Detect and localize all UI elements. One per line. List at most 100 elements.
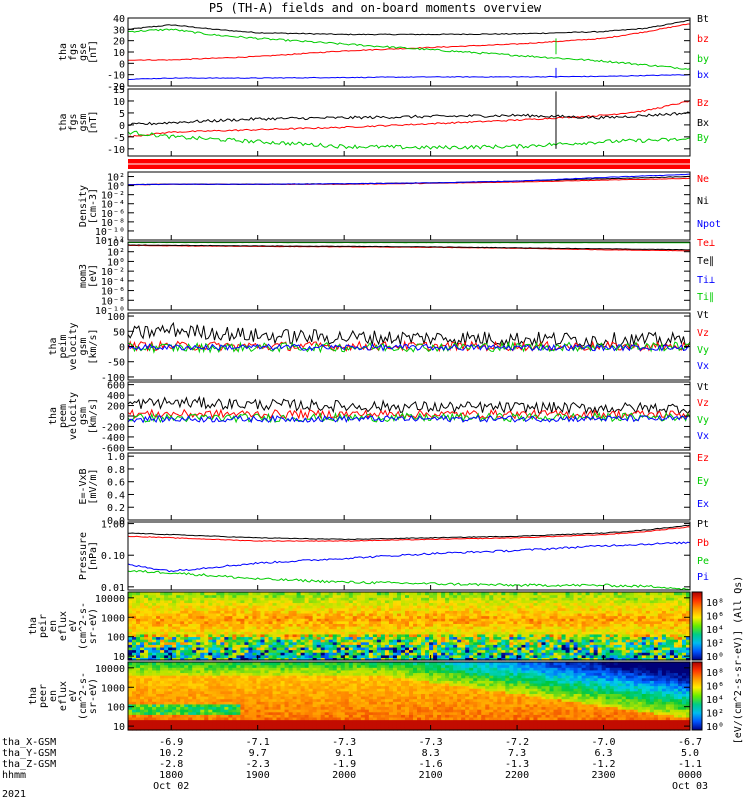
peir-cell — [364, 594, 370, 598]
peir-cell — [421, 649, 426, 653]
peir-cell — [653, 636, 659, 640]
peir-cell — [493, 652, 498, 656]
peir-cell — [148, 618, 153, 622]
peir-cell — [497, 641, 502, 645]
peir-cell — [649, 644, 655, 648]
peir-cell — [152, 626, 157, 630]
peir-cell — [348, 618, 354, 622]
peir-cell — [260, 620, 266, 624]
y-axis-label: tha — [58, 43, 69, 61]
peir-cell — [645, 620, 651, 624]
peer-cell — [216, 727, 221, 731]
peir-cell — [204, 641, 209, 645]
peer-cell — [168, 690, 173, 694]
peir-cell — [477, 612, 482, 617]
peer-cell — [128, 719, 133, 723]
peir-cell — [232, 607, 237, 611]
peir-cell — [176, 646, 181, 651]
peir-cell — [433, 644, 438, 648]
peer-cell — [188, 696, 193, 700]
peir-cell — [404, 602, 410, 606]
peir-cell — [493, 618, 498, 622]
peir-cell — [196, 639, 201, 643]
peir-cell — [136, 649, 141, 653]
peir-cell — [525, 615, 531, 619]
peir-cell — [421, 599, 426, 604]
peir-cell — [276, 636, 282, 640]
peir-cell — [437, 639, 442, 643]
peir-cell — [449, 639, 454, 643]
peir-cell — [533, 652, 539, 656]
peir-cell — [340, 599, 346, 604]
peir-cell — [461, 615, 466, 619]
peir-cell — [300, 594, 306, 598]
peir-cell — [629, 605, 635, 609]
y-tick-label: 0 — [119, 343, 125, 354]
peer-cell — [128, 667, 133, 671]
peir-cell — [641, 615, 647, 619]
peer-cell — [220, 690, 225, 694]
peir-cell — [152, 652, 157, 656]
peir-cell — [292, 654, 298, 658]
peir-cell — [328, 602, 334, 606]
peer-cell — [252, 714, 258, 718]
peir-cell — [272, 610, 278, 614]
peer-cell — [260, 662, 266, 666]
peir-cell — [525, 641, 531, 645]
peir-cell — [148, 641, 153, 645]
peir-cell — [132, 610, 137, 614]
peir-cell — [196, 636, 201, 640]
peir-cell — [176, 602, 181, 606]
peir-cell — [425, 607, 430, 611]
peer-cell — [276, 727, 282, 731]
peir-cell — [272, 597, 278, 601]
peir-cell — [537, 612, 543, 617]
peir-cell — [268, 612, 274, 617]
peir-cell — [617, 605, 623, 609]
peir-cell — [188, 597, 193, 601]
peir-cell — [429, 592, 434, 596]
peir-cell — [368, 654, 374, 658]
peir-cell — [609, 657, 615, 661]
peir-cell — [529, 644, 535, 648]
peer-cell — [244, 688, 250, 692]
peir-cell — [308, 657, 314, 661]
peir-cell — [509, 631, 514, 635]
peir-cell — [196, 646, 201, 651]
peir-cell — [561, 607, 567, 611]
peir-cell — [453, 612, 458, 617]
peir-cell — [340, 649, 346, 653]
peir-cell — [276, 610, 282, 614]
peer-cell — [276, 693, 282, 697]
peir-cell — [477, 649, 482, 653]
peir-cell — [256, 633, 262, 638]
peir-cell — [441, 623, 446, 627]
pressure-series-Pt — [128, 524, 691, 541]
peir-cell — [673, 610, 679, 614]
peer-cell — [268, 701, 274, 705]
peer-cell — [168, 706, 173, 710]
peir-cell — [224, 610, 229, 614]
peir-cell — [324, 639, 330, 643]
peir-cell — [449, 607, 454, 611]
peir-cell — [248, 657, 254, 661]
peir-cell — [541, 623, 547, 627]
peer-cell — [232, 727, 237, 731]
peir-cell — [589, 644, 595, 648]
peir-cell — [589, 646, 595, 651]
peir-cell — [188, 641, 193, 645]
peir-cell — [585, 612, 591, 617]
peir-cell — [685, 602, 691, 606]
peir-cell — [541, 631, 547, 635]
peir-cell — [404, 641, 410, 645]
peir-cell — [208, 620, 213, 624]
peir-cell — [501, 623, 506, 627]
peir-cell — [400, 597, 406, 601]
peer-cell — [248, 667, 254, 671]
peer-cell — [272, 672, 278, 676]
peer-cell — [204, 688, 209, 692]
peer-cell — [176, 667, 181, 671]
peer-cell — [276, 716, 282, 721]
peir-cell — [489, 631, 494, 635]
